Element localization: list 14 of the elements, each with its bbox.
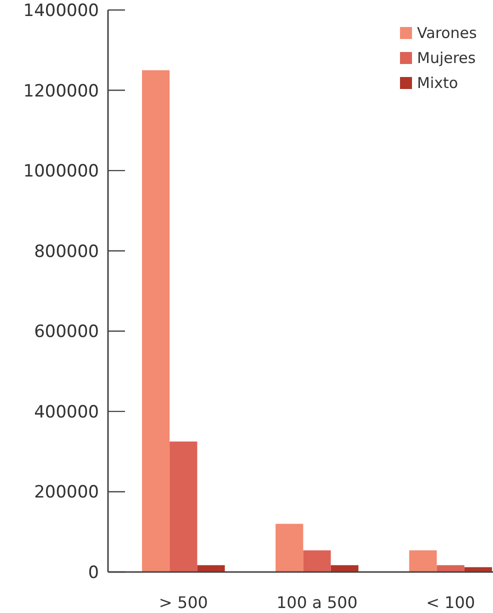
x-tick-label: > 500 — [158, 593, 208, 612]
legend-label: Mixto — [417, 74, 458, 92]
x-tick-label: < 100 — [426, 593, 476, 612]
y-tick-label: 1200000 — [23, 81, 99, 102]
y-tick-label: 0 — [88, 563, 99, 583]
y-tick-label: 400000 — [34, 402, 99, 422]
legend-label: Mujeres — [417, 49, 476, 67]
y-tick-label: 600000 — [34, 322, 99, 342]
y-tick-label: 200000 — [34, 482, 99, 503]
y-tick-label: 1400000 — [23, 1, 99, 21]
legend-label: Varones — [417, 24, 478, 42]
y-tick-label: 1000000 — [23, 162, 99, 182]
y-tick-label: 800000 — [34, 242, 99, 262]
x-tick-label: 100 a 500 — [276, 593, 358, 612]
